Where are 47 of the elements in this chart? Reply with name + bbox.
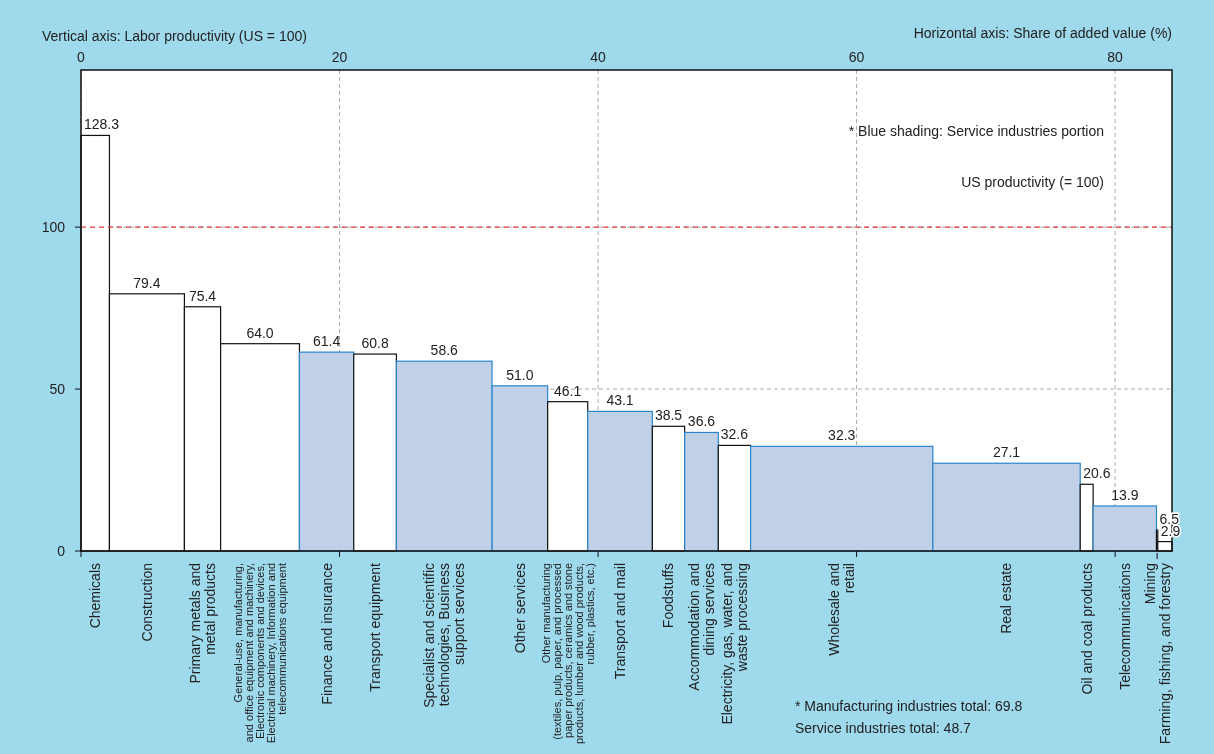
data-label: 64.0 — [246, 324, 274, 341]
data-label: 51.0 — [506, 366, 534, 383]
data-label: 58.6 — [430, 342, 459, 359]
x-tick-label: 0 — [77, 49, 86, 65]
data-label: 27.1 — [992, 444, 1021, 461]
category-label: Other manufacturing (textiles, pulp, paper, and processed paper products, ceramics and stone products, lumber and wood products, rubber, plastics, etc.) — [539, 563, 596, 744]
category-label: Chemicals — [87, 563, 104, 629]
data-label: 61.4 — [312, 333, 341, 350]
category-label: Construction — [138, 563, 155, 642]
data-label: 38.5 — [654, 407, 683, 424]
category-label: Foodstuffs — [660, 563, 677, 629]
x-tick-label: 60 — [848, 49, 865, 65]
ref-line-label: US productivity (= 100) — [961, 174, 1104, 191]
x-tick-label: 20 — [331, 49, 348, 65]
category-label: Other services — [511, 563, 528, 654]
y-tick-label: 100 — [41, 219, 66, 236]
data-label: 32.3 — [828, 427, 856, 444]
x-tick-label: 80 — [1107, 49, 1124, 65]
text: * Manufacturing industries total: 69.8 Service industries total: 48.7 — [795, 698, 1023, 736]
data-label: 46.1 — [554, 382, 582, 399]
category-label: Specialist and scientific technologies, Business support services — [421, 563, 468, 708]
data-label: 32.6 — [720, 426, 749, 443]
x-axis-title: Horizontal axis: Share of added value (%) — [913, 25, 1172, 41]
y-axis-title: Vertical axis: Labor productivity (US = 100) — [42, 28, 307, 44]
data-label: 36.6 — [687, 413, 716, 430]
category-label: Finance and insurance — [318, 563, 335, 705]
category-label: Real estate — [998, 563, 1015, 634]
category-label: Transport equipment — [366, 563, 383, 692]
data-label: 13.9 — [1111, 486, 1139, 503]
data-label: 20.6 — [1083, 465, 1111, 482]
category-label: Transport and mail — [611, 563, 628, 680]
category-label: Oil and coal products — [1078, 563, 1095, 695]
data-label: 128.3 — [84, 116, 120, 133]
y-tick-label: 0 — [57, 543, 66, 559]
category-label: Wholesale and retail — [826, 563, 858, 656]
data-label: 79.4 — [133, 274, 161, 291]
y-tick-label: 50 — [49, 381, 66, 398]
category-label: Accommodation and dining services — [685, 563, 717, 691]
data-label: 43.1 — [606, 392, 634, 409]
category-label: Primary metals and metal products — [186, 563, 218, 684]
data-label: 60.8 — [361, 335, 389, 352]
category-label: General-use, manufacturing, and office equipment and machinery, Electronic components and devices, Electrical machinery, Information and telecommunications equipment — [231, 563, 288, 744]
annotation: * Blue shading: Service industries portion — [848, 123, 1104, 139]
category-label: Mining — [1141, 563, 1158, 605]
category-label: Telecommunications — [1116, 563, 1133, 690]
data-label: 75.4 — [188, 287, 217, 304]
x-tick-label: 40 — [590, 49, 607, 65]
